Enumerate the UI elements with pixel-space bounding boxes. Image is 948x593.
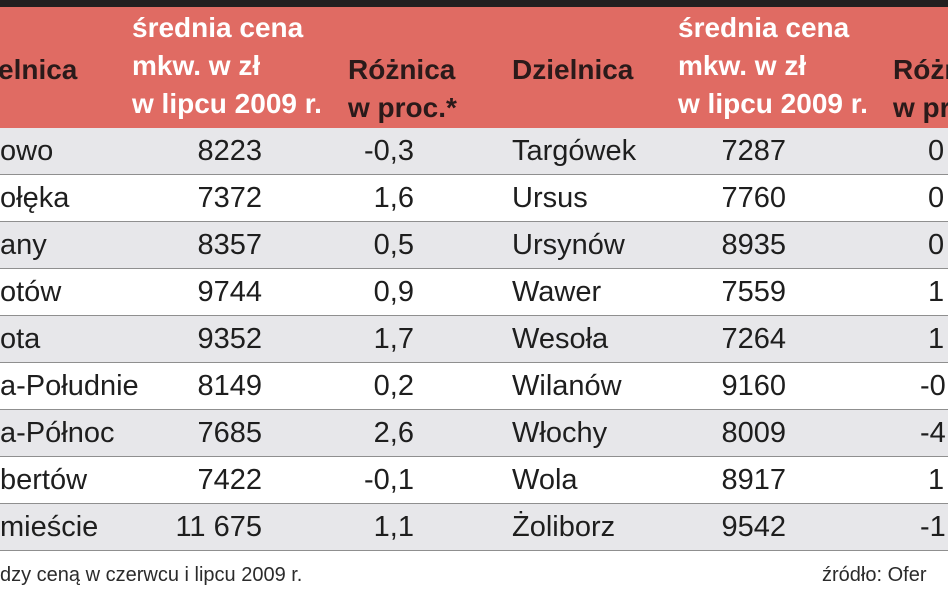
table-row: a-Południe 8149 0,2 Wilanów 9160 -0 — [0, 363, 948, 410]
header-price-right-3: w lipcu 2009 r. — [678, 88, 868, 119]
right-diff-cell: 1 — [928, 276, 945, 308]
left-price-cell: 11 675 — [175, 511, 262, 543]
left-diff-cell: 0,9 — [373, 276, 414, 308]
header-diff-right-1: Różn — [893, 54, 948, 85]
table-row: a-Północ 7685 2,6 Włochy 8009 -4 — [0, 410, 948, 457]
top-bar — [0, 0, 948, 7]
left-diff-cell: 1,6 — [373, 182, 414, 214]
left-district-cell: mieście — [0, 511, 99, 543]
left-diff-cell: 1,1 — [373, 511, 414, 543]
header-diff-left-1: Różnica — [348, 54, 456, 85]
source-note: źródło: Ofer — [822, 564, 927, 586]
header-price-right-1: średnia cena — [678, 12, 850, 43]
left-diff-cell: 2,6 — [373, 417, 414, 449]
right-district-cell: Wola — [512, 464, 578, 496]
right-diff-cell: 0 — [928, 135, 945, 167]
header-price-left-1: średnia cena — [132, 12, 304, 43]
right-district-cell: Wilanów — [512, 370, 622, 402]
table-row: bertów 7422 -0,1 Wola 8917 1 — [0, 457, 948, 504]
header-price-left-2: mkw. w zł — [132, 50, 261, 81]
right-district-cell: Wesoła — [512, 323, 609, 355]
right-price-cell: 7559 — [721, 276, 786, 308]
left-price-cell: 8357 — [197, 229, 262, 261]
left-district-cell: any — [0, 229, 47, 261]
right-diff-cell: -1 — [920, 511, 946, 543]
left-district-cell: a-Południe — [0, 370, 139, 402]
table-header: elnica średnia cena mkw. w zł w lipcu 20… — [0, 7, 948, 129]
table-row: mieście 11 675 1,1 Żoliborz 9542 -1 — [0, 504, 948, 551]
left-district-cell: owo — [0, 135, 54, 167]
table-row: any 8357 0,5 Ursynów 8935 0 — [0, 222, 948, 269]
right-diff-cell: 0 — [928, 229, 945, 261]
right-district-cell: Wawer — [512, 276, 602, 308]
left-price-cell: 9744 — [197, 276, 262, 308]
table-row: ota 9352 1,7 Wesoła 7264 1 — [0, 316, 948, 363]
left-diff-cell: 0,2 — [373, 370, 414, 402]
left-price-cell: 9352 — [197, 323, 262, 355]
left-diff-cell: 0,5 — [373, 229, 414, 261]
right-district-cell: Ursus — [512, 182, 588, 214]
right-price-cell: 7264 — [721, 323, 786, 355]
right-price-cell: 7760 — [721, 182, 786, 214]
header-district-right: Dzielnica — [512, 54, 634, 85]
right-diff-cell: 1 — [928, 464, 945, 496]
right-price-cell: 8917 — [721, 464, 786, 496]
header-diff-left-2: w proc.* — [348, 92, 457, 123]
header-price-right-2: mkw. w zł — [678, 50, 807, 81]
footnote: dzy ceną w czerwcu i lipcu 2009 r. — [0, 564, 303, 586]
left-price-cell: 8149 — [197, 370, 262, 402]
right-diff-cell: -0 — [920, 370, 946, 402]
right-diff-cell: 0 — [928, 182, 945, 214]
left-diff-cell: -0,3 — [364, 135, 414, 167]
table-row: otów 9744 0,9 Wawer 7559 1 — [0, 269, 948, 316]
left-price-cell: 7422 — [197, 464, 262, 496]
left-price-cell: 7372 — [197, 182, 262, 214]
header-diff-right-2: w pr — [893, 92, 948, 123]
right-price-cell: 8935 — [721, 229, 786, 261]
left-district-cell: ołęka — [0, 182, 70, 214]
header-price-left-3: w lipcu 2009 r. — [132, 88, 322, 119]
right-district-cell: Ursynów — [512, 229, 625, 261]
left-district-cell: otów — [0, 276, 62, 308]
right-diff-cell: -4 — [920, 417, 946, 449]
right-district-cell: Targówek — [512, 135, 637, 167]
left-diff-cell: -0,1 — [364, 464, 414, 496]
table-row: owo 8223 -0,3 Targówek 7287 0 — [0, 128, 948, 175]
right-diff-cell: 1 — [928, 323, 945, 355]
left-district-cell: ota — [0, 323, 41, 355]
left-district-cell: a-Północ — [0, 417, 115, 449]
left-price-cell: 8223 — [197, 135, 262, 167]
left-diff-cell: 1,7 — [373, 323, 414, 355]
right-district-cell: Włochy — [512, 417, 608, 449]
left-district-cell: bertów — [0, 464, 88, 496]
header-district-left: elnica — [0, 54, 78, 85]
left-price-cell: 7685 — [197, 417, 262, 449]
right-district-cell: Żoliborz — [512, 511, 616, 543]
right-price-cell: 7287 — [721, 135, 786, 167]
table-row: ołęka 7372 1,6 Ursus 7760 0 — [0, 175, 948, 222]
right-price-cell: 9160 — [721, 370, 786, 402]
right-price-cell: 9542 — [721, 511, 786, 543]
right-price-cell: 8009 — [721, 417, 786, 449]
